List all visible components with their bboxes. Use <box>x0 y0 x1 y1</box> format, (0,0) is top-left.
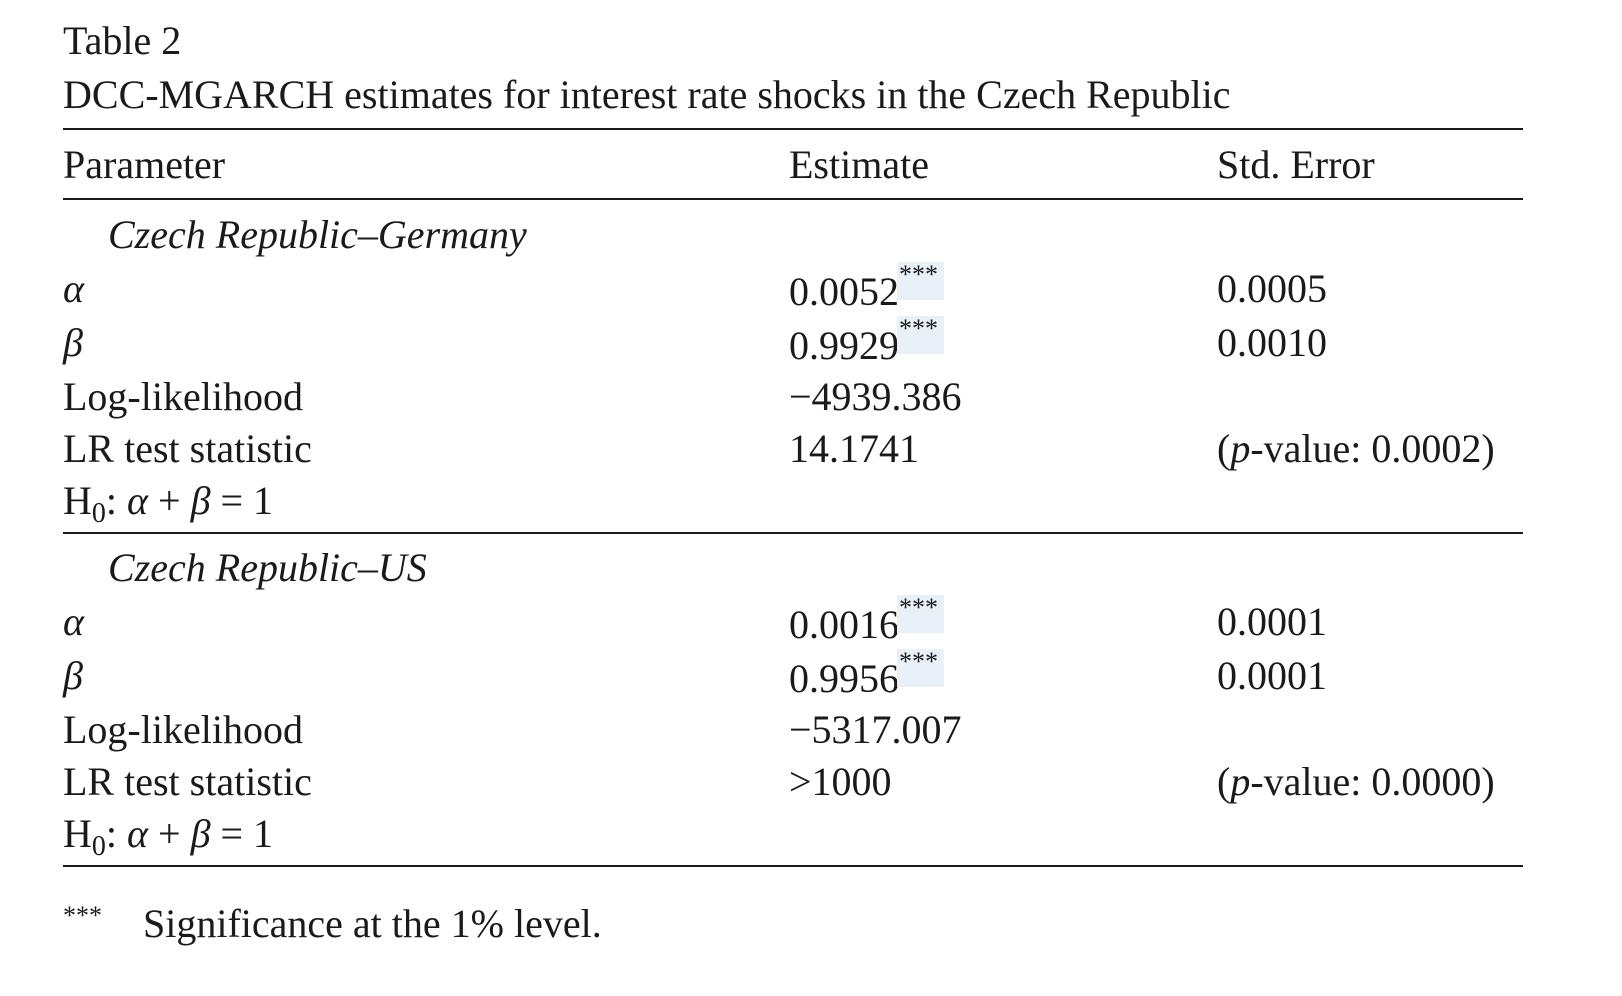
table-row: α 0.0016*** 0.0001 <box>63 595 1523 649</box>
estimate-cell: 0.9929*** <box>789 316 944 373</box>
std-error-value: 0.0005 <box>1217 266 1327 311</box>
table-row: H0: α + β = 1 <box>63 474 1523 529</box>
group-title: Czech Republic–US <box>108 545 427 590</box>
bottom-rule <box>63 865 1523 867</box>
table-row: LR test statistic >1000 (p-value: 0.0000… <box>63 755 1523 809</box>
estimate-value: 0.9929 <box>789 323 899 368</box>
estimate-value: >1000 <box>789 759 892 804</box>
significance-stars: *** <box>897 316 944 354</box>
param-alpha: α <box>63 599 84 644</box>
param-lr-test: LR test statistic <box>63 426 312 471</box>
param-beta: β <box>63 653 83 698</box>
param-loglik: Log-likelihood <box>63 707 303 752</box>
std-error-value: 0.0001 <box>1217 653 1327 698</box>
p-value: (p-value: 0.0000) <box>1217 759 1495 804</box>
table-label: Table 2 <box>63 18 182 63</box>
table-row: Log-likelihood −5317.007 <box>63 703 1523 757</box>
estimate-value: 0.0016 <box>789 602 899 647</box>
estimate-cell: 0.9956*** <box>789 649 944 706</box>
footnote-mark: *** <box>63 901 102 930</box>
param-lr-test: LR test statistic <box>63 759 312 804</box>
header-parameter: Parameter <box>63 142 226 187</box>
group-title-row: Czech Republic–Germany <box>63 208 1523 262</box>
param-beta: β <box>63 320 83 365</box>
estimate-cell: 0.0052*** <box>789 262 944 319</box>
table-row: β 0.9956*** 0.0001 <box>63 649 1523 703</box>
group-title-row: Czech Republic–US <box>63 541 1523 595</box>
table-row: α 0.0052*** 0.0005 <box>63 262 1523 316</box>
p-value: (p-value: 0.0002) <box>1217 426 1495 471</box>
estimate-value: −5317.007 <box>789 707 962 752</box>
top-rule <box>63 128 1523 130</box>
table-row: β 0.9929*** 0.0010 <box>63 316 1523 370</box>
footnote: *** Significance at the 1% level. <box>63 897 1523 957</box>
header-rule <box>63 198 1523 200</box>
estimate-value: −4939.386 <box>789 374 962 419</box>
table-row: H0: α + β = 1 <box>63 807 1523 862</box>
null-hypothesis: H0: α + β = 1 <box>63 811 274 862</box>
std-error-value: 0.0010 <box>1217 320 1327 365</box>
significance-stars: *** <box>897 649 944 687</box>
estimate-value: 0.9956 <box>789 656 899 701</box>
estimate-value: 14.1741 <box>789 426 919 471</box>
estimate-value: 0.0052 <box>789 269 899 314</box>
table-row: Log-likelihood −4939.386 <box>63 370 1523 424</box>
section-rule <box>63 532 1523 534</box>
table-title: DCC-MGARCH estimates for interest rate s… <box>63 72 1231 117</box>
significance-stars: *** <box>897 262 944 300</box>
param-loglik: Log-likelihood <box>63 374 303 419</box>
footnote-text: Significance at the 1% level. <box>143 901 602 946</box>
significance-stars: *** <box>897 595 944 633</box>
estimate-cell: 0.0016*** <box>789 595 944 652</box>
param-alpha: α <box>63 266 84 311</box>
header-estimate: Estimate <box>789 142 929 187</box>
table-row: LR test statistic 14.1741 (p-value: 0.00… <box>63 422 1523 476</box>
group-title: Czech Republic–Germany <box>108 212 527 257</box>
table-document: Table 2 DCC-MGARCH estimates for interes… <box>63 14 1523 946</box>
header-std-error: Std. Error <box>1217 142 1375 187</box>
header-row: Parameter Estimate Std. Error <box>63 138 1523 192</box>
null-hypothesis: H0: α + β = 1 <box>63 478 274 529</box>
std-error-value: 0.0001 <box>1217 599 1327 644</box>
